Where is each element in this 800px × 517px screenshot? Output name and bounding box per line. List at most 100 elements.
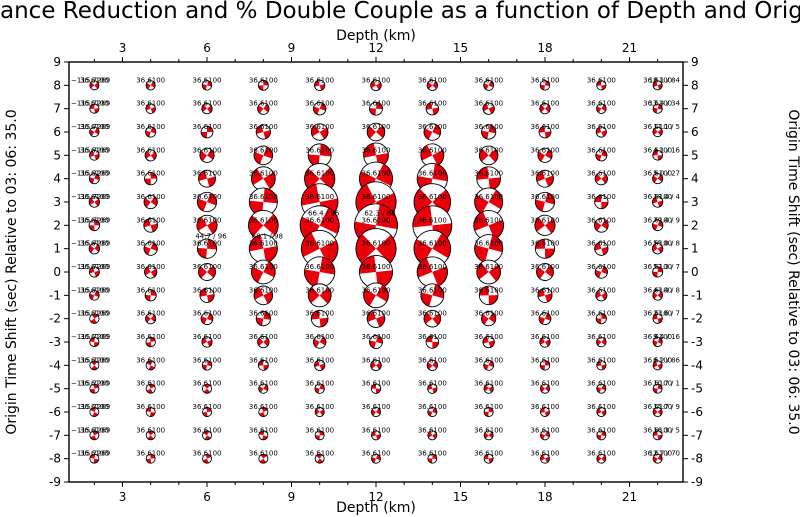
- cell-label: 36.6100: [587, 123, 616, 131]
- beachball-marker: [371, 453, 381, 464]
- cell-label: 36.6100: [643, 76, 672, 84]
- cell-label: 36.6100: [193, 76, 222, 84]
- beachball-marker: [314, 79, 326, 91]
- beachball-marker: [481, 311, 497, 327]
- cell-label: 36.6100: [531, 403, 560, 411]
- beachball-marker: [483, 407, 494, 417]
- beachball-marker: [540, 407, 550, 417]
- y-tick-label: -8: [49, 452, 61, 466]
- row-vr-dc-label: 17.4 / 34: [649, 100, 681, 108]
- beachball-marker: [427, 453, 438, 464]
- row-vr-dc-label: 4.1 / 16: [653, 146, 680, 154]
- cell-label: 36.6100: [136, 450, 165, 458]
- cell-label: 36.6100: [249, 76, 278, 84]
- beachball-marker: [89, 126, 100, 138]
- beachball-marker: [314, 453, 325, 464]
- beachball-marker: [539, 80, 551, 91]
- cell-label: 36.6100: [249, 263, 278, 271]
- beachball-marker: [474, 234, 504, 264]
- x-tick-label: 6: [203, 490, 211, 504]
- cell-label: 36.6100: [418, 193, 447, 201]
- cell-label: 36.6100: [305, 286, 334, 294]
- cell-label: 36.6100: [587, 310, 616, 318]
- cell-label: 36.6100: [643, 333, 672, 341]
- cell-label: 36.6100: [305, 263, 334, 271]
- cell-label: 36.6100: [249, 426, 278, 434]
- cell-label: 36.6100: [136, 240, 165, 248]
- beachball-marker: [534, 238, 556, 259]
- beachball-marker: [200, 312, 214, 326]
- beachball-marker: [253, 145, 274, 166]
- beachball-marker: [652, 383, 663, 394]
- beachball-marker: [596, 430, 607, 441]
- beachball-marker: [651, 219, 664, 232]
- cell-label: 36.6100: [587, 146, 616, 154]
- beachball-marker: [314, 430, 325, 441]
- beachball-marker: [89, 407, 100, 417]
- cell-label: 36.6100: [418, 76, 447, 84]
- beachball-marker: [536, 263, 554, 281]
- cell-label: 36.6100: [136, 403, 165, 411]
- beachball-marker: [652, 336, 663, 348]
- cell-label: 36.6100: [193, 263, 222, 271]
- cell-label: 36.6100: [418, 380, 447, 388]
- cell-label: 36.6100: [193, 286, 222, 294]
- cell-label: 36.6100: [418, 263, 447, 271]
- beachball-marker: [255, 124, 271, 140]
- y-tick-label: 5: [691, 148, 699, 162]
- beachball-marker: [426, 359, 438, 371]
- beachball-marker: [88, 173, 100, 185]
- beachball-marker: [595, 313, 607, 325]
- cell-label: 36.6100: [249, 380, 278, 388]
- beachball-marker: [144, 289, 157, 302]
- cell-label: 36.6100: [531, 240, 560, 248]
- cell-label: 36.6100: [474, 146, 503, 154]
- y-tick-label: 9: [691, 55, 699, 69]
- beachball-marker: [201, 360, 213, 371]
- beachball-marker: [198, 169, 216, 188]
- beachball-marker: [363, 282, 389, 309]
- cell-label: 36.6100: [418, 100, 447, 108]
- beachball-marker: [89, 290, 100, 301]
- beachball-marker: [483, 359, 495, 371]
- y-tick-label: 2: [53, 218, 61, 232]
- row-left-label: −115.7269: [71, 450, 110, 458]
- beachball-marker: [369, 101, 383, 116]
- cell-label: 36.6100: [531, 450, 560, 458]
- cell-label: 36.6100: [418, 123, 447, 131]
- y-tick-label: -6: [49, 405, 61, 419]
- beachball-marker: [652, 126, 663, 138]
- beachball-marker: [651, 196, 664, 208]
- cell-label: 36.6100: [305, 310, 334, 318]
- cell-label: 36.6100: [474, 286, 503, 294]
- y-tick-label: -7: [691, 428, 703, 442]
- cell-vr-dc-label: 68.1 / 98: [252, 233, 283, 241]
- beachball-marker: [304, 256, 336, 288]
- beachball-marker: [202, 453, 212, 464]
- beachball-marker: [196, 214, 218, 236]
- beachball-marker: [425, 335, 440, 349]
- cell-label: 36.6100: [362, 263, 391, 271]
- cell-label: 36.6100: [193, 193, 222, 201]
- cell-label: 36.6100: [531, 310, 560, 318]
- cell-label: 36.6100: [193, 100, 222, 108]
- y-tick-label: 8: [691, 78, 699, 92]
- row-left-label: −115.7269: [71, 403, 110, 411]
- cell-label: 36.6100: [474, 380, 503, 388]
- cell-label: 36.6100: [193, 426, 222, 434]
- beachball-marker: [540, 430, 550, 441]
- x-tick-label: 12: [368, 41, 383, 55]
- cell-label: 36.6100: [80, 310, 109, 318]
- cell-label: 36.6100: [474, 426, 503, 434]
- cell-label: 36.6100: [474, 170, 503, 178]
- cell-label: 36.6100: [418, 333, 447, 341]
- beachball-marker: [312, 335, 327, 349]
- cell-label: 36.6100: [249, 450, 278, 458]
- cell-label: 36.6100: [643, 450, 672, 458]
- row-left-label: −115.7269: [71, 146, 110, 154]
- beachball-marker: [474, 187, 504, 217]
- beachball-marker: [370, 406, 382, 418]
- cell-label: 36.6100: [193, 123, 222, 131]
- cell-label: 36.6100: [136, 170, 165, 178]
- cell-label: 36.6100: [587, 450, 616, 458]
